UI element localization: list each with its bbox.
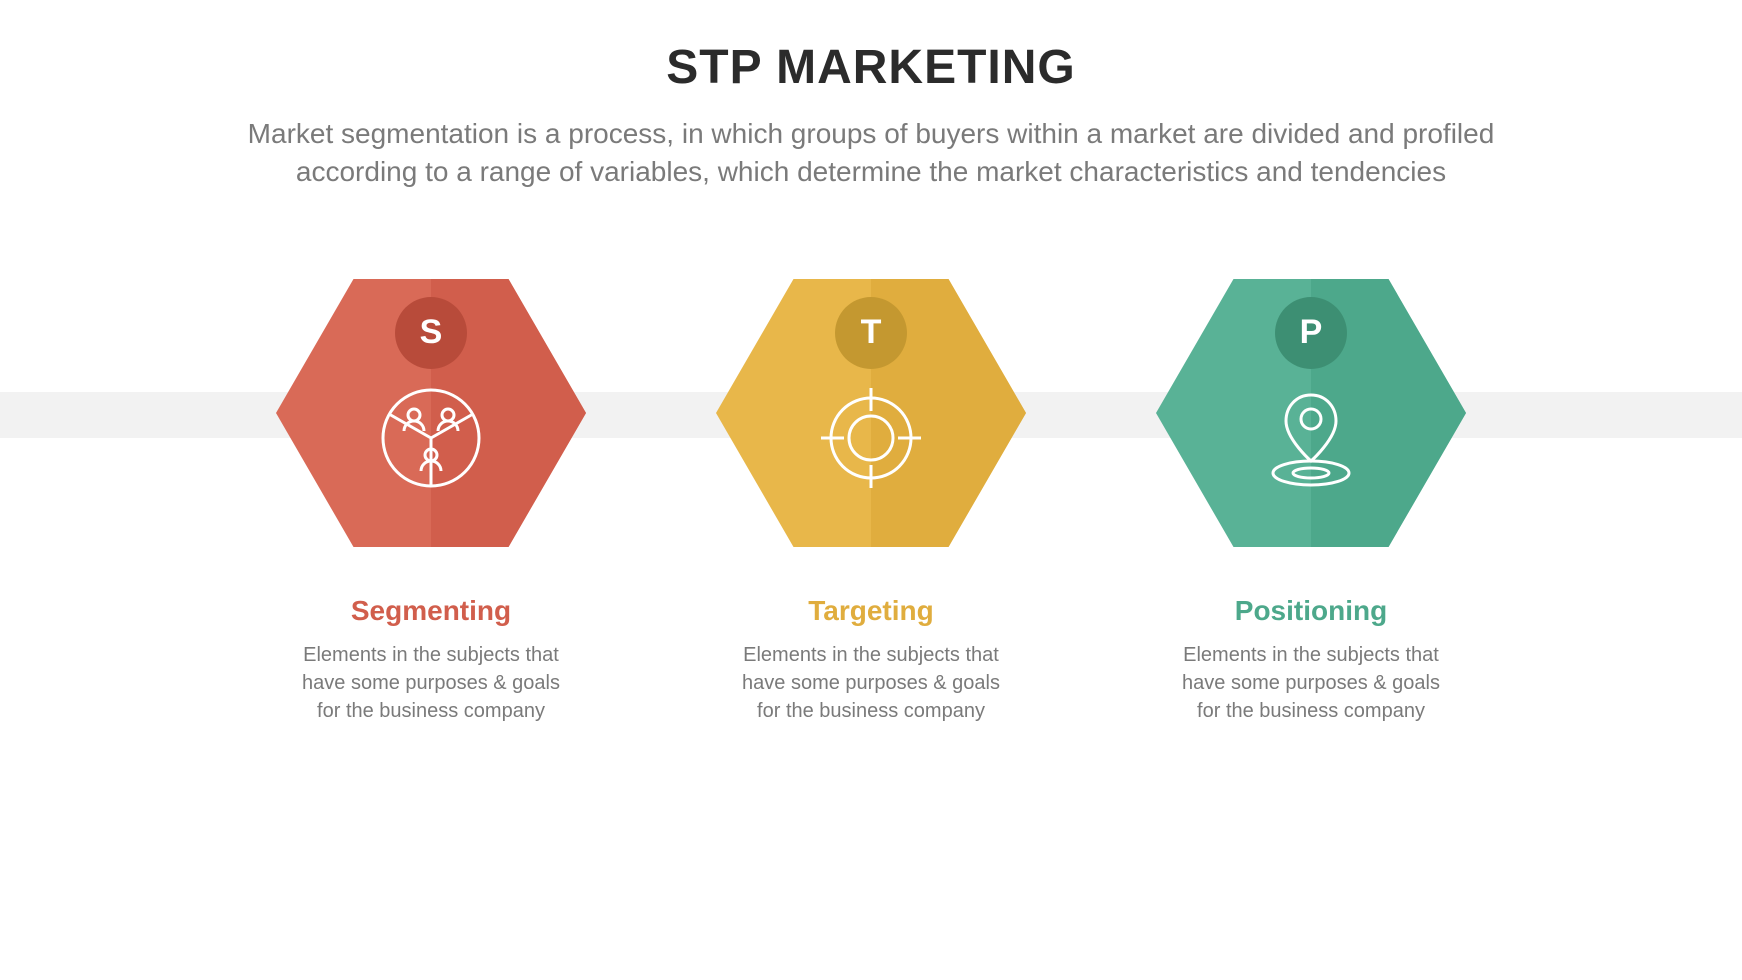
segment-people-icon: [376, 383, 486, 493]
item-segmenting: S: [271, 271, 591, 725]
hexagon-segmenting: S: [276, 271, 586, 561]
location-pin-icon: [1256, 383, 1366, 493]
letter-badge-p: P: [1275, 297, 1347, 369]
item-desc-targeting: Elements in the subjects that have some …: [731, 641, 1011, 725]
item-title-positioning: Positioning: [1235, 595, 1387, 627]
item-targeting: T Targeting Elements in the subje: [711, 271, 1031, 725]
letter-badge-s: S: [395, 297, 467, 369]
item-desc-segmenting: Elements in the subjects that have some …: [291, 641, 571, 725]
header: STP MARKETING Market segmentation is a p…: [0, 0, 1742, 191]
page-subtitle: Market segmentation is a process, in whi…: [201, 115, 1541, 191]
items-row: S: [0, 271, 1742, 725]
page-title: STP MARKETING: [0, 40, 1742, 95]
letter-badge-t: T: [835, 297, 907, 369]
hexagon-targeting: T: [716, 271, 1026, 561]
target-icon: [816, 383, 926, 493]
hexagon-positioning: P: [1156, 271, 1466, 561]
item-title-targeting: Targeting: [808, 595, 933, 627]
item-positioning: P Positioning Elements in the subjects t…: [1151, 271, 1471, 725]
item-title-segmenting: Segmenting: [351, 595, 511, 627]
item-desc-positioning: Elements in the subjects that have some …: [1171, 641, 1451, 725]
